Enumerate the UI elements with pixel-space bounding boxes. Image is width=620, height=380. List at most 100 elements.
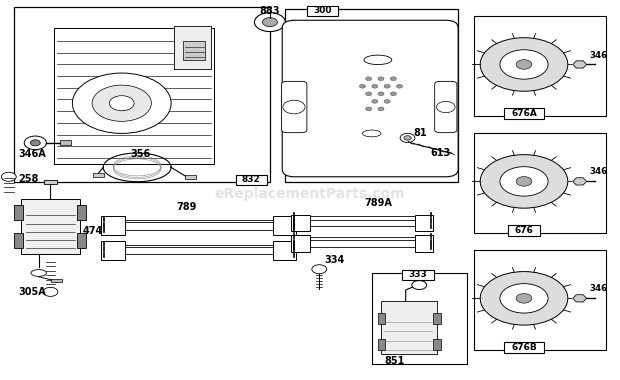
Text: 676: 676	[515, 226, 533, 235]
Circle shape	[366, 92, 372, 96]
Bar	[60, 140, 71, 146]
Circle shape	[384, 100, 390, 103]
Text: 851: 851	[384, 356, 404, 366]
Circle shape	[366, 77, 372, 81]
Bar	[44, 180, 56, 184]
Polygon shape	[573, 295, 587, 302]
Bar	[433, 339, 441, 350]
Bar	[474, 133, 606, 233]
Circle shape	[43, 287, 58, 296]
Circle shape	[390, 92, 396, 96]
Text: 883: 883	[260, 6, 280, 16]
Circle shape	[254, 13, 285, 32]
Bar	[504, 342, 544, 353]
Circle shape	[283, 100, 305, 114]
Polygon shape	[54, 28, 215, 164]
Circle shape	[109, 96, 134, 111]
Ellipse shape	[31, 269, 46, 276]
Polygon shape	[573, 178, 587, 185]
Text: 356: 356	[130, 149, 151, 159]
Polygon shape	[174, 26, 211, 69]
Circle shape	[500, 283, 548, 313]
Text: 346A: 346A	[19, 149, 46, 159]
Bar	[291, 235, 310, 252]
Bar	[381, 301, 436, 354]
Circle shape	[378, 107, 384, 111]
Text: 334: 334	[324, 255, 345, 265]
Bar	[14, 205, 23, 220]
Bar	[291, 215, 310, 231]
FancyBboxPatch shape	[282, 20, 458, 177]
Circle shape	[384, 84, 390, 88]
Circle shape	[436, 101, 455, 112]
Text: 789: 789	[176, 202, 197, 212]
Text: eReplacementParts.com: eReplacementParts.com	[215, 187, 405, 201]
Text: 81: 81	[414, 128, 427, 138]
Text: 305A: 305A	[18, 287, 46, 297]
Circle shape	[262, 17, 277, 27]
Circle shape	[516, 293, 532, 303]
Circle shape	[480, 272, 568, 325]
Text: 300: 300	[313, 6, 332, 15]
Bar	[77, 233, 86, 249]
Circle shape	[404, 136, 411, 140]
Polygon shape	[573, 61, 587, 68]
Bar	[21, 200, 80, 254]
Bar	[273, 216, 296, 235]
Bar	[474, 250, 606, 350]
Circle shape	[480, 155, 568, 208]
Text: 832: 832	[242, 175, 261, 184]
Bar	[51, 279, 62, 282]
Circle shape	[516, 177, 532, 186]
Bar	[285, 9, 458, 182]
Text: 613: 613	[430, 148, 451, 158]
Bar	[504, 108, 544, 119]
Bar	[372, 273, 467, 364]
Bar	[236, 174, 267, 185]
Text: 676A: 676A	[511, 109, 537, 118]
Bar	[77, 205, 86, 220]
Circle shape	[24, 136, 46, 150]
Circle shape	[360, 84, 366, 88]
Ellipse shape	[364, 55, 392, 65]
FancyBboxPatch shape	[435, 81, 457, 133]
Ellipse shape	[363, 130, 381, 137]
Circle shape	[400, 133, 415, 142]
Circle shape	[92, 85, 151, 121]
Circle shape	[30, 140, 40, 146]
Bar	[378, 339, 385, 350]
Bar	[508, 225, 540, 236]
Bar	[433, 313, 441, 324]
Circle shape	[516, 60, 532, 69]
Text: 676B: 676B	[511, 343, 537, 352]
Circle shape	[500, 167, 548, 196]
Circle shape	[412, 280, 427, 290]
Circle shape	[372, 84, 378, 88]
Circle shape	[366, 107, 372, 111]
Circle shape	[73, 73, 171, 133]
Circle shape	[390, 77, 396, 81]
Circle shape	[378, 77, 384, 81]
Bar	[402, 269, 434, 280]
Circle shape	[396, 84, 402, 88]
Text: 789A: 789A	[364, 198, 392, 208]
Bar	[14, 233, 23, 249]
Circle shape	[480, 38, 568, 91]
Circle shape	[378, 92, 384, 96]
Text: 333: 333	[409, 271, 427, 279]
Bar	[474, 16, 606, 116]
Bar	[93, 173, 104, 177]
Bar	[415, 235, 433, 252]
Bar	[378, 313, 385, 324]
Text: 346: 346	[589, 168, 607, 176]
Bar	[307, 6, 338, 16]
Circle shape	[500, 50, 548, 79]
Bar	[102, 241, 125, 260]
Text: 346: 346	[589, 284, 607, 293]
Text: 346: 346	[589, 51, 607, 60]
Bar	[415, 215, 433, 231]
Text: 258: 258	[18, 174, 38, 184]
Bar	[184, 41, 205, 60]
Text: 474: 474	[83, 226, 103, 236]
Circle shape	[312, 265, 327, 274]
